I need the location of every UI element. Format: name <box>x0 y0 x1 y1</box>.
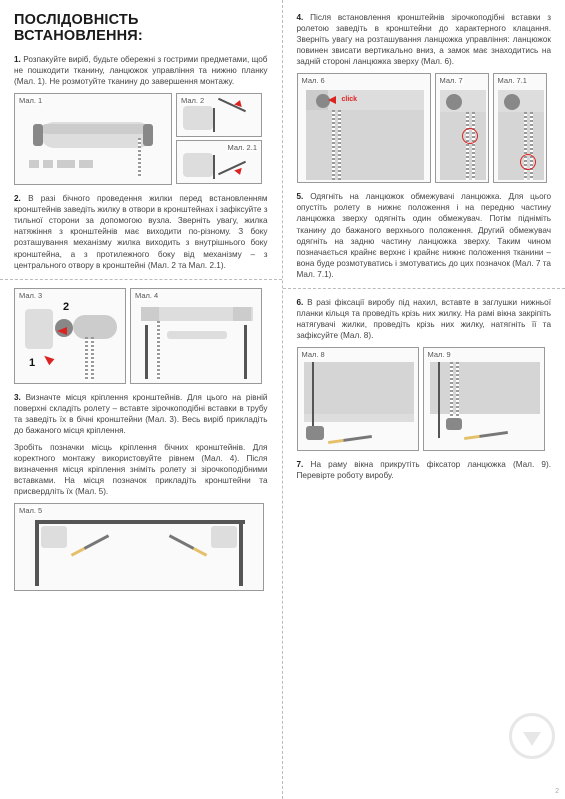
figure-5: Мал. 5 <box>14 503 264 591</box>
step-3b-text: Зробіть позначки місць кріплення бічних … <box>14 442 268 497</box>
page-title: ПОСЛІДОВНІСТЬ ВСТАНОВЛЕННЯ: <box>14 12 268 44</box>
step-2-text: 2. В разі бічного проведення жилки перед… <box>14 193 268 270</box>
step-6-body: В разі фіксації виробу під нахил, вставт… <box>297 298 552 340</box>
badge-2: 2 <box>63 301 69 313</box>
figure-6: Мал. 6 click <box>297 73 431 183</box>
step-7-text: 7. На раму вікна прикрутіть фіксатор лан… <box>297 459 552 481</box>
figure-7: Мал. 7 <box>435 73 489 183</box>
watermark-icon <box>509 713 555 759</box>
step-6-num: 6. <box>297 298 304 307</box>
badge-1: 1 <box>29 357 35 369</box>
figure-2-group: Мал. 2 Мал. 2.1 <box>176 93 262 185</box>
figure-2-1: Мал. 2.1 <box>176 140 262 184</box>
step-1-body: Розпакуйте виріб, будьте обережні з гост… <box>14 55 268 86</box>
step-3a-body: Визначте місця кріплення кронштейнів. Дл… <box>14 393 268 435</box>
page-number: 2 <box>555 788 559 795</box>
page: ПОСЛІДОВНІСТЬ ВСТАНОВЛЕННЯ: 1. Розпакуйт… <box>0 0 565 799</box>
figure-3-label: Мал. 3 <box>18 291 43 300</box>
figure-8-label: Мал. 8 <box>301 350 326 359</box>
figure-7-1-label: Мал. 7.1 <box>497 76 528 85</box>
left-column: ПОСЛІДОВНІСТЬ ВСТАНОВЛЕННЯ: 1. Розпакуйт… <box>0 0 283 799</box>
figure-7-1: Мал. 7.1 <box>493 73 547 183</box>
step-5-text: 5. Одягніть на ланцюжок обмежувачі ланцю… <box>297 191 552 280</box>
figure-2-label: Мал. 2 <box>180 96 205 105</box>
step-4-num: 4. <box>297 13 304 22</box>
step-3-num: 3. <box>14 393 21 402</box>
step-2-num: 2. <box>14 194 21 203</box>
figure-8: Мал. 8 <box>297 347 419 451</box>
figure-4-label: Мал. 4 <box>134 291 159 300</box>
figure-7-group: Мал. 7 Мал. 7.1 <box>435 73 552 183</box>
figure-3: Мал. 3 1 2 <box>14 288 126 384</box>
divider-left-1 <box>0 279 282 280</box>
step-2-body: В разі бічного проведення жилки перед вс… <box>14 194 268 269</box>
figure-7-label: Мал. 7 <box>439 76 464 85</box>
step-4-text: 4. Після встановлення кронштейнів зірочк… <box>297 12 552 67</box>
step-6-text: 6. В разі фіксації виробу під нахил, вст… <box>297 297 552 341</box>
step-3a-text: 3. Визначте місця кріплення кронштейнів.… <box>14 392 268 436</box>
figure-1-label: Мал. 1 <box>18 96 43 105</box>
fig-row-5: Мал. 8 Мал. 9 <box>297 347 552 451</box>
click-label: click <box>342 96 358 103</box>
figure-1: Мал. 1 <box>14 93 172 185</box>
divider-right-1 <box>283 288 565 289</box>
fig-row-4: Мал. 6 click Мал. 7 <box>297 73 552 183</box>
step-7-num: 7. <box>297 460 304 469</box>
figure-2-1-label: Мал. 2.1 <box>227 143 258 152</box>
fig-row-1: Мал. 1 Мал. 2 <box>14 93 268 185</box>
figure-4: Мал. 4 <box>130 288 262 384</box>
step-1-text: 1. Розпакуйте виріб, будьте обережні з г… <box>14 54 268 87</box>
fig-row-3: Мал. 5 <box>14 503 268 591</box>
figure-2: Мал. 2 <box>176 93 262 137</box>
step-1-num: 1. <box>14 55 21 64</box>
step-5-num: 5. <box>297 192 304 201</box>
fig-row-2: Мал. 3 1 2 Мал. 4 <box>14 288 268 384</box>
right-column: 4. Після встановлення кронштейнів зірочк… <box>283 0 565 799</box>
figure-9: Мал. 9 <box>423 347 545 451</box>
figure-5-label: Мал. 5 <box>18 506 43 515</box>
step-5-body: Одягніть на ланцюжок обмежувачі ланцюжка… <box>297 192 552 278</box>
step-3b-body: Зробіть позначки місць кріплення бічних … <box>14 443 268 496</box>
figure-6-label: Мал. 6 <box>301 76 326 85</box>
step-7-body: На раму вікна прикрутіть фіксатор ланцюж… <box>297 460 551 480</box>
step-4-body: Після встановлення кронштейнів зірочкопо… <box>297 13 552 66</box>
figure-9-label: Мал. 9 <box>427 350 452 359</box>
